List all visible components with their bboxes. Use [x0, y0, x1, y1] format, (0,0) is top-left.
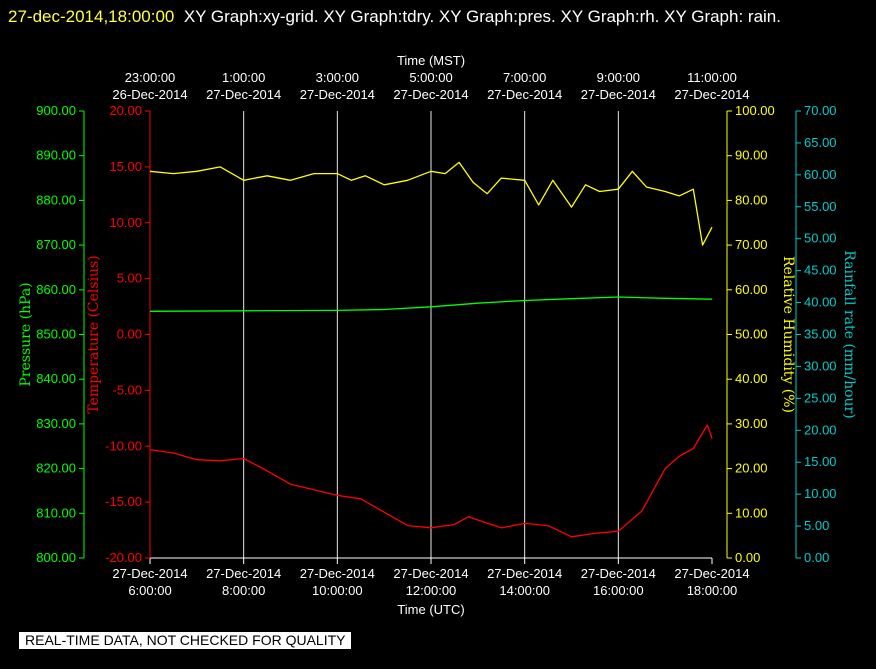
pressure-tick-label: 850.00 — [36, 327, 76, 342]
pressure-tick-label: 820.00 — [36, 461, 76, 476]
humidity-tick-label: 70.00 — [735, 237, 768, 252]
rain-tick-label: 50.00 — [804, 231, 837, 246]
x-top-tick-date: 27-Dec-2014 — [206, 87, 281, 102]
header: 27-dec-2014,18:00:00 XY Graph:xy-grid. X… — [8, 2, 868, 31]
x-bottom-tick-time: 16:00:00 — [593, 583, 644, 598]
x-top-tick-time: 23:00:00 — [125, 70, 176, 85]
temperature-tick-label: -5.00 — [112, 382, 142, 397]
rain-tick-label: 65.00 — [804, 135, 837, 150]
x-bottom-tick-date: 27-Dec-2014 — [112, 566, 187, 581]
temperature-tick-label: -20.00 — [105, 550, 142, 565]
temperature-tick-label: -15.00 — [105, 494, 142, 509]
pressure-tick-label: 810.00 — [36, 505, 76, 520]
rain-tick-label: 25.00 — [804, 390, 837, 405]
series-rh — [149, 161, 713, 246]
humidity-tick-label: 30.00 — [735, 416, 768, 431]
x-bottom-tick-time: 10:00:00 — [312, 583, 363, 598]
rain-tick-label: 60.00 — [804, 167, 837, 182]
pressure-tick-label: 900.00 — [36, 103, 76, 118]
x-bottom-axis-label: Time (UTC) — [397, 602, 464, 617]
humidity-tick-label: 100.00 — [735, 103, 775, 118]
temperature-tick-label: 5.00 — [117, 271, 142, 286]
x-bottom-tick-time: 6:00:00 — [128, 583, 171, 598]
series-pres — [149, 296, 713, 312]
humidity-tick-label: 90.00 — [735, 148, 768, 163]
humidity-tick-label: 40.00 — [735, 371, 768, 386]
x-bottom-tick-date: 27-Dec-2014 — [581, 566, 656, 581]
x-top-tick-date: 27-Dec-2014 — [674, 87, 749, 102]
x-bottom-tick-time: 8:00:00 — [222, 583, 265, 598]
rain-tick-label: 55.00 — [804, 199, 837, 214]
rain-tick-label: 10.00 — [804, 486, 837, 501]
x-bottom-tick-time: 14:00:00 — [499, 583, 550, 598]
humidity-tick-label: 20.00 — [735, 461, 768, 476]
rain-tick-label: 5.00 — [804, 518, 829, 533]
x-bottom-tick-time: 18:00:00 — [687, 583, 738, 598]
x-bottom-tick-date: 27-Dec-2014 — [674, 566, 749, 581]
pressure-tick-label: 890.00 — [36, 148, 76, 163]
pressure-axis-label: Pressure (hPa) — [18, 282, 34, 386]
temperature-tick-label: 10.00 — [109, 215, 142, 230]
x-top-tick-time: 9:00:00 — [597, 70, 640, 85]
x-top-axis-label: Time (MST) — [397, 53, 465, 68]
x-bottom-tick-date: 27-Dec-2014 — [300, 566, 375, 581]
pressure-tick-label: 860.00 — [36, 282, 76, 297]
pressure-tick-label: 840.00 — [36, 371, 76, 386]
x-top-tick-date: 27-Dec-2014 — [487, 87, 562, 102]
x-top-tick-date: 27-Dec-2014 — [581, 87, 656, 102]
temperature-tick-label: 15.00 — [109, 159, 142, 174]
x-bottom-tick-date: 27-Dec-2014 — [487, 566, 562, 581]
x-top-tick-date: 27-Dec-2014 — [393, 87, 468, 102]
rain-tick-label: 15.00 — [804, 454, 837, 469]
x-top-tick-date: 26-Dec-2014 — [112, 87, 187, 102]
x-top-tick-date: 27-Dec-2014 — [300, 87, 375, 102]
x-top-tick-time: 1:00:00 — [222, 70, 265, 85]
quality-notice: REAL-TIME DATA, NOT CHECKED FOR QUALITY — [19, 632, 352, 649]
series-tdry — [149, 424, 713, 538]
header-text: XY Graph:xy-grid. XY Graph:tdry. XY Grap… — [183, 7, 781, 26]
x-top-tick-time: 3:00:00 — [316, 70, 359, 85]
rain-tick-label: 70.00 — [804, 103, 837, 118]
temperature-tick-label: -10.00 — [105, 438, 142, 453]
humidity-tick-label: 0.00 — [735, 550, 760, 565]
pressure-tick-label: 880.00 — [36, 192, 76, 207]
x-top-tick-time: 7:00:00 — [503, 70, 546, 85]
humidity-tick-label: 10.00 — [735, 505, 768, 520]
rain-tick-label: 45.00 — [804, 263, 837, 278]
x-top-tick-time: 11:00:00 — [687, 70, 737, 85]
rain-tick-label: 0.00 — [804, 550, 829, 565]
temperature-axis-label: Temperature (Celsius) — [86, 255, 102, 413]
pressure-tick-label: 830.00 — [36, 416, 76, 431]
humidity-axis-label: Relative Humidity (%) — [780, 256, 796, 413]
pressure-tick-label: 870.00 — [36, 237, 76, 252]
rain-tick-label: 20.00 — [804, 422, 837, 437]
header-timestamp: 27-dec-2014,18:00:00 — [8, 7, 175, 26]
rain-tick-label: 30.00 — [804, 358, 837, 373]
rain-tick-label: 40.00 — [804, 295, 837, 310]
humidity-tick-label: 50.00 — [735, 327, 768, 342]
pressure-tick-label: 800.00 — [36, 550, 76, 565]
x-top-tick-time: 5:00:00 — [409, 70, 452, 85]
temperature-tick-label: 0.00 — [117, 327, 142, 342]
rain-tick-label: 35.00 — [804, 327, 837, 342]
x-bottom-tick-date: 27-Dec-2014 — [393, 566, 468, 581]
humidity-tick-label: 80.00 — [735, 192, 768, 207]
x-bottom-tick-time: 12:00:00 — [406, 583, 457, 598]
humidity-tick-label: 60.00 — [735, 282, 768, 297]
temperature-tick-label: 20.00 — [109, 103, 142, 118]
x-bottom-tick-date: 27-Dec-2014 — [206, 566, 281, 581]
rain-axis-label: Rainfall rate (mm/hour) — [841, 250, 857, 418]
